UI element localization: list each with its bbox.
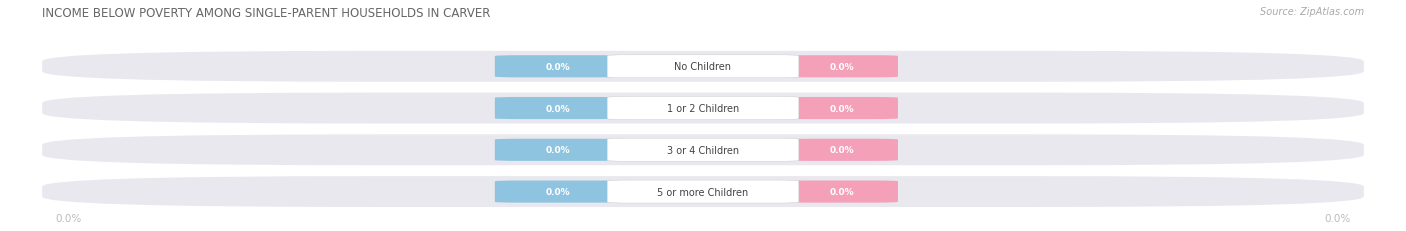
Text: No Children: No Children — [675, 62, 731, 72]
FancyBboxPatch shape — [495, 56, 620, 78]
FancyBboxPatch shape — [786, 97, 898, 120]
FancyBboxPatch shape — [495, 181, 620, 203]
FancyBboxPatch shape — [42, 93, 1364, 124]
Text: 0.0%: 0.0% — [546, 104, 569, 113]
FancyBboxPatch shape — [42, 52, 1364, 82]
Text: 0.0%: 0.0% — [546, 63, 569, 71]
FancyBboxPatch shape — [495, 97, 620, 120]
FancyBboxPatch shape — [786, 56, 898, 78]
Text: 0.0%: 0.0% — [546, 187, 569, 196]
Text: 0.0%: 0.0% — [55, 213, 82, 223]
Text: 0.0%: 0.0% — [830, 104, 853, 113]
FancyBboxPatch shape — [607, 97, 799, 120]
FancyBboxPatch shape — [42, 176, 1364, 207]
FancyBboxPatch shape — [42, 135, 1364, 166]
Text: Source: ZipAtlas.com: Source: ZipAtlas.com — [1260, 7, 1364, 17]
Text: 0.0%: 0.0% — [830, 146, 853, 155]
Text: 1 or 2 Children: 1 or 2 Children — [666, 103, 740, 114]
FancyBboxPatch shape — [607, 55, 799, 78]
Text: 0.0%: 0.0% — [1324, 213, 1351, 223]
FancyBboxPatch shape — [495, 139, 620, 161]
FancyBboxPatch shape — [607, 180, 799, 203]
FancyBboxPatch shape — [786, 139, 898, 161]
FancyBboxPatch shape — [607, 139, 799, 162]
FancyBboxPatch shape — [786, 181, 898, 203]
Text: INCOME BELOW POVERTY AMONG SINGLE-PARENT HOUSEHOLDS IN CARVER: INCOME BELOW POVERTY AMONG SINGLE-PARENT… — [42, 7, 491, 20]
Text: 3 or 4 Children: 3 or 4 Children — [666, 145, 740, 155]
Text: 0.0%: 0.0% — [830, 187, 853, 196]
Text: 0.0%: 0.0% — [546, 146, 569, 155]
Text: 5 or more Children: 5 or more Children — [658, 187, 748, 197]
Text: 0.0%: 0.0% — [830, 63, 853, 71]
